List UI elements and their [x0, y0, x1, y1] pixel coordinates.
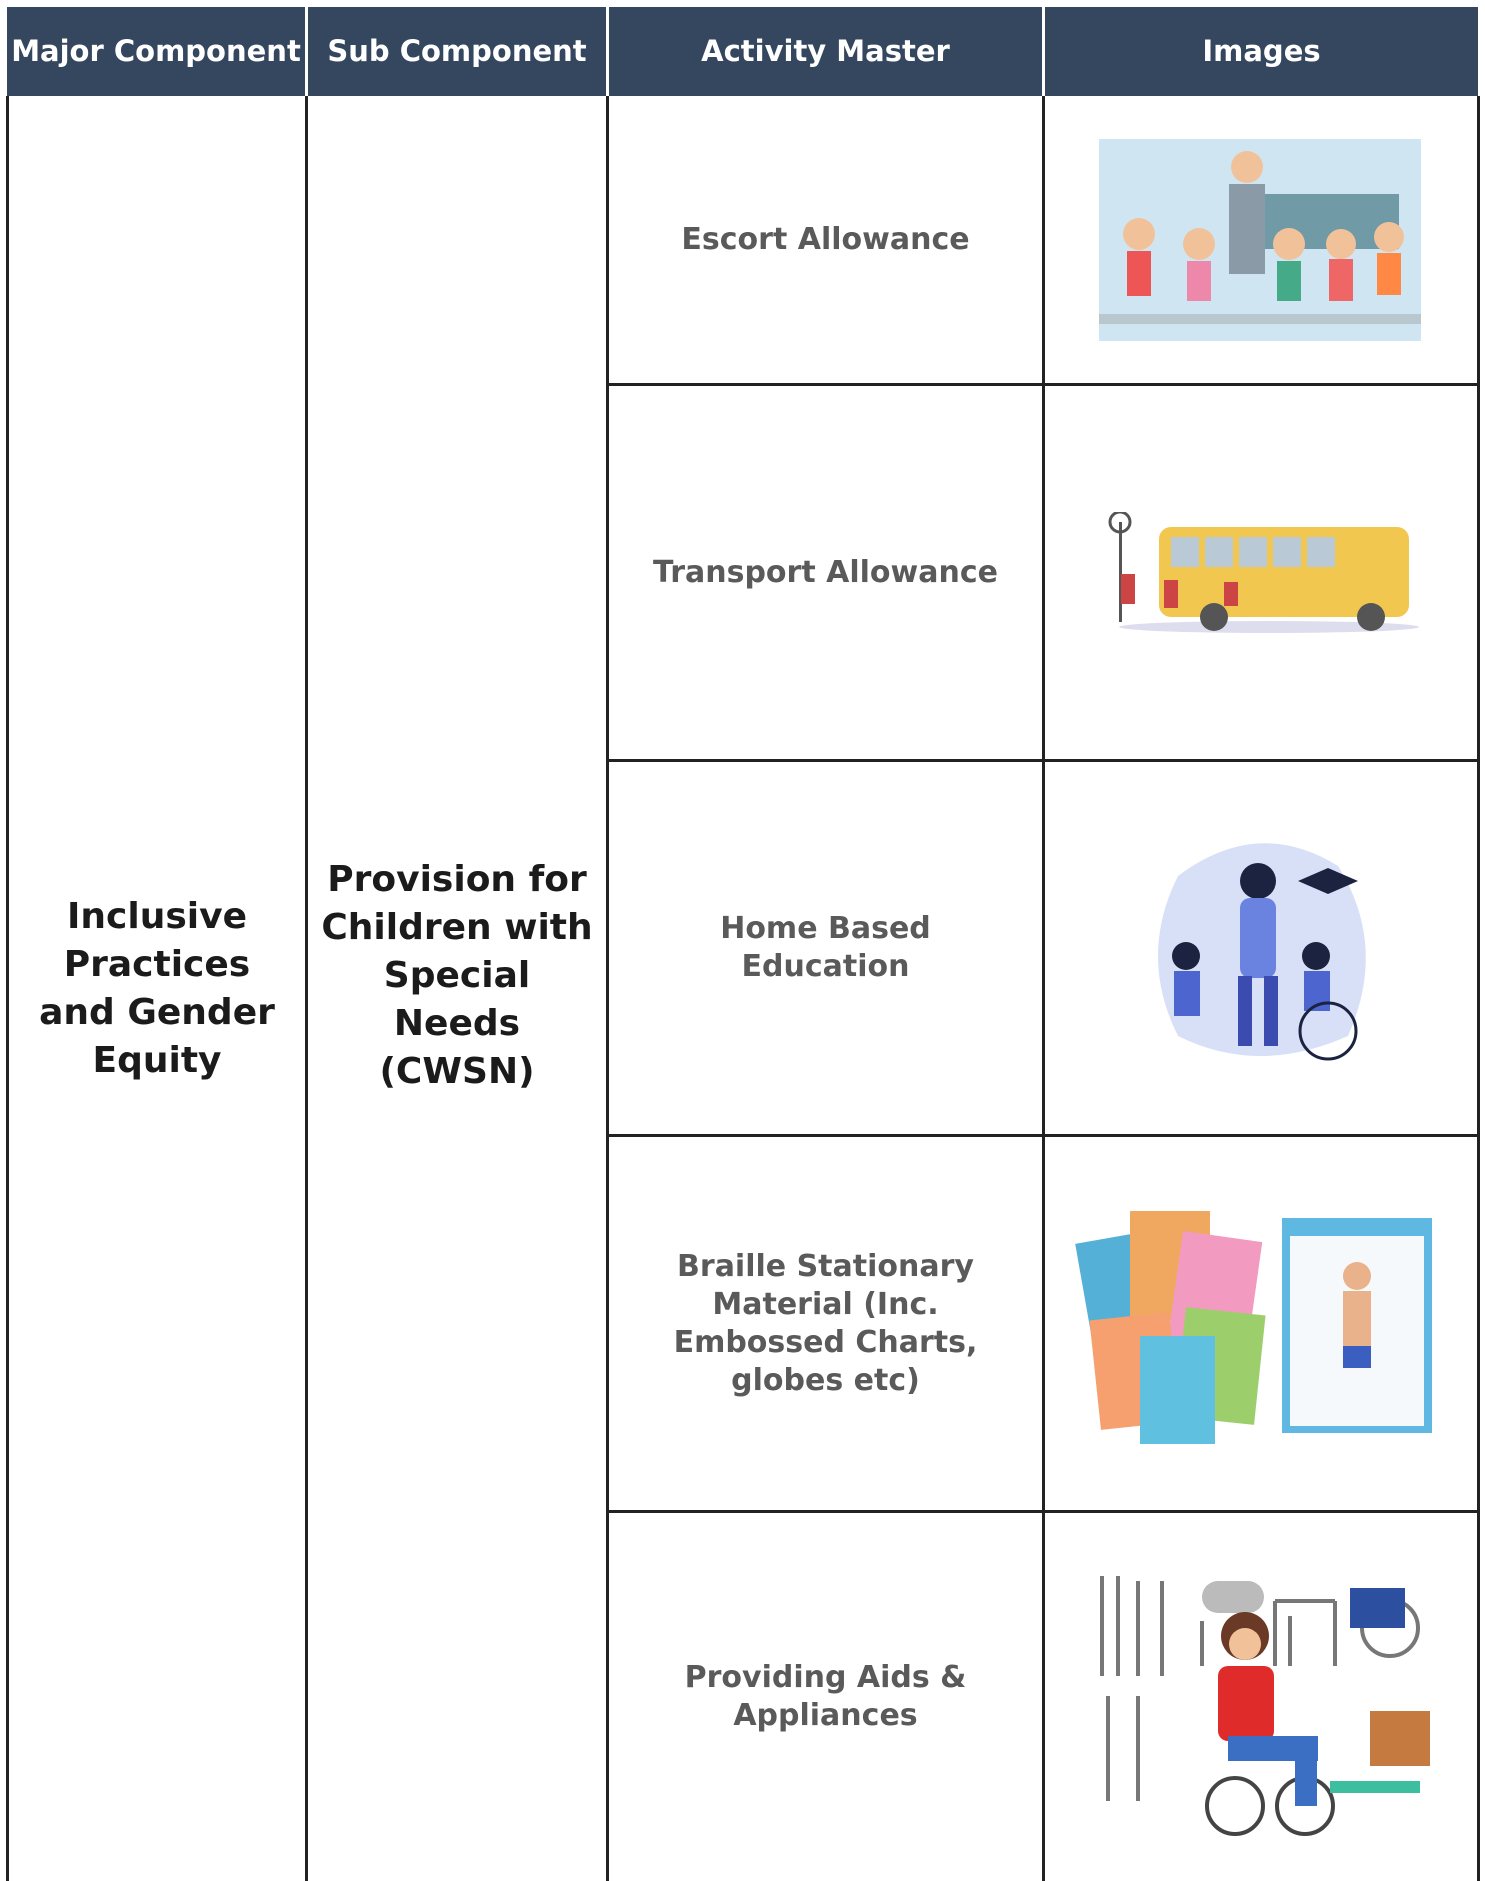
major-component: Inclusive Practices and Gender Equity [39, 895, 275, 1081]
border [606, 383, 1480, 386]
border [305, 96, 308, 1881]
aids-appliances-image [1100, 1576, 1430, 1836]
border [1042, 96, 1045, 1881]
border [606, 1134, 1480, 1137]
border [606, 1510, 1480, 1513]
header-cell: Major Component [7, 7, 305, 96]
header-cell: Sub Component [308, 7, 606, 96]
border [1477, 96, 1480, 1881]
braille-chart-image [1075, 1211, 1432, 1444]
activity: Escort Allowance [681, 221, 970, 257]
border [606, 759, 1480, 762]
activity: Braille Stationary Material (Inc. Emboss… [673, 1248, 978, 1398]
activity: Home Based Education [720, 911, 931, 984]
sub-component: Provision for Children with Special Need… [321, 859, 593, 1092]
home-education-image [1158, 843, 1366, 1061]
header-cell: Images [1045, 7, 1478, 96]
border [6, 96, 9, 1881]
escort-image [1099, 139, 1421, 341]
header-cell: Activity Master [609, 7, 1042, 96]
activity: Providing Aids & Appliances [684, 1660, 967, 1733]
transport-image [1108, 512, 1419, 633]
activity: Transport Allowance [653, 554, 998, 590]
border [606, 96, 609, 1881]
